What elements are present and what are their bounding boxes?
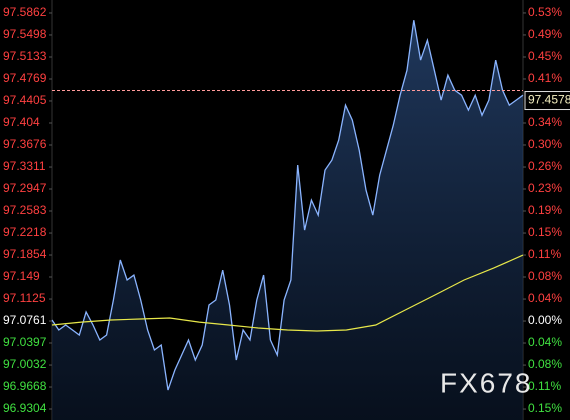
y-tick-label: 97.2218 [3,225,47,239]
y-tick-label: 97.1125 [3,291,46,305]
y-tick-label: 97.1854 [3,247,47,261]
y2-tick-label: 0.11% [528,379,561,393]
y2-tick-label: 0.45% [528,49,562,63]
y-tick-label: 97.0761 [3,313,47,327]
y2-tick-label: 0.49% [528,27,562,41]
y2-tick-label: 0.00% [528,313,562,327]
price-area [52,20,523,420]
y2-tick-label: 0.15% [528,401,562,415]
y-tick-label: 97.0032 [3,357,47,371]
price-line [51,20,524,391]
y2-tick-label: 0.15% [528,225,562,239]
y-tick-label: 97.5498 [3,27,47,41]
y-tick-label: 97.5862 [3,5,47,19]
y2-tick-label: 0.34% [528,115,562,129]
y-tick-label: 97.5133 [3,49,47,63]
y2-tick-label: 0.23% [528,181,562,195]
y2-tick-label: 0.04% [528,291,562,305]
y2-tick-label: 0.26% [528,159,562,173]
y-tick-label: 97.2947 [3,181,47,195]
y2-tick-label: 0.04% [528,335,562,349]
y-tick-label: 96.9668 [3,379,47,393]
y2-tick-label: 0.53% [528,5,562,19]
y-tick-label: 96.9304 [3,401,47,415]
last-price-box [524,91,570,111]
y-tick-label: 97.404 [3,115,40,129]
y2-tick-label: 0.08% [528,269,562,283]
average-line [51,254,524,332]
y2-tick-label: 0.30% [528,137,562,151]
y2-tick-label: 0.41% [528,71,562,85]
y-tick-label: 97.3311 [3,159,46,173]
y-tick-label: 97.2583 [3,203,47,217]
last-price-label: 97.4578 [528,93,570,107]
y2-tick-label: 0.11% [528,247,561,261]
watermark: FX678 [440,367,533,398]
y-tick-label: 97.0397 [3,335,47,349]
y2-tick-label: 0.19% [528,203,562,217]
y2-tick-label: 0.08% [528,357,562,371]
y-tick-label: 97.149 [3,269,40,283]
y-tick-label: 97.4405 [3,93,47,107]
y-tick-label: 97.3676 [3,137,47,151]
y-tick-label: 97.4769 [3,71,47,85]
